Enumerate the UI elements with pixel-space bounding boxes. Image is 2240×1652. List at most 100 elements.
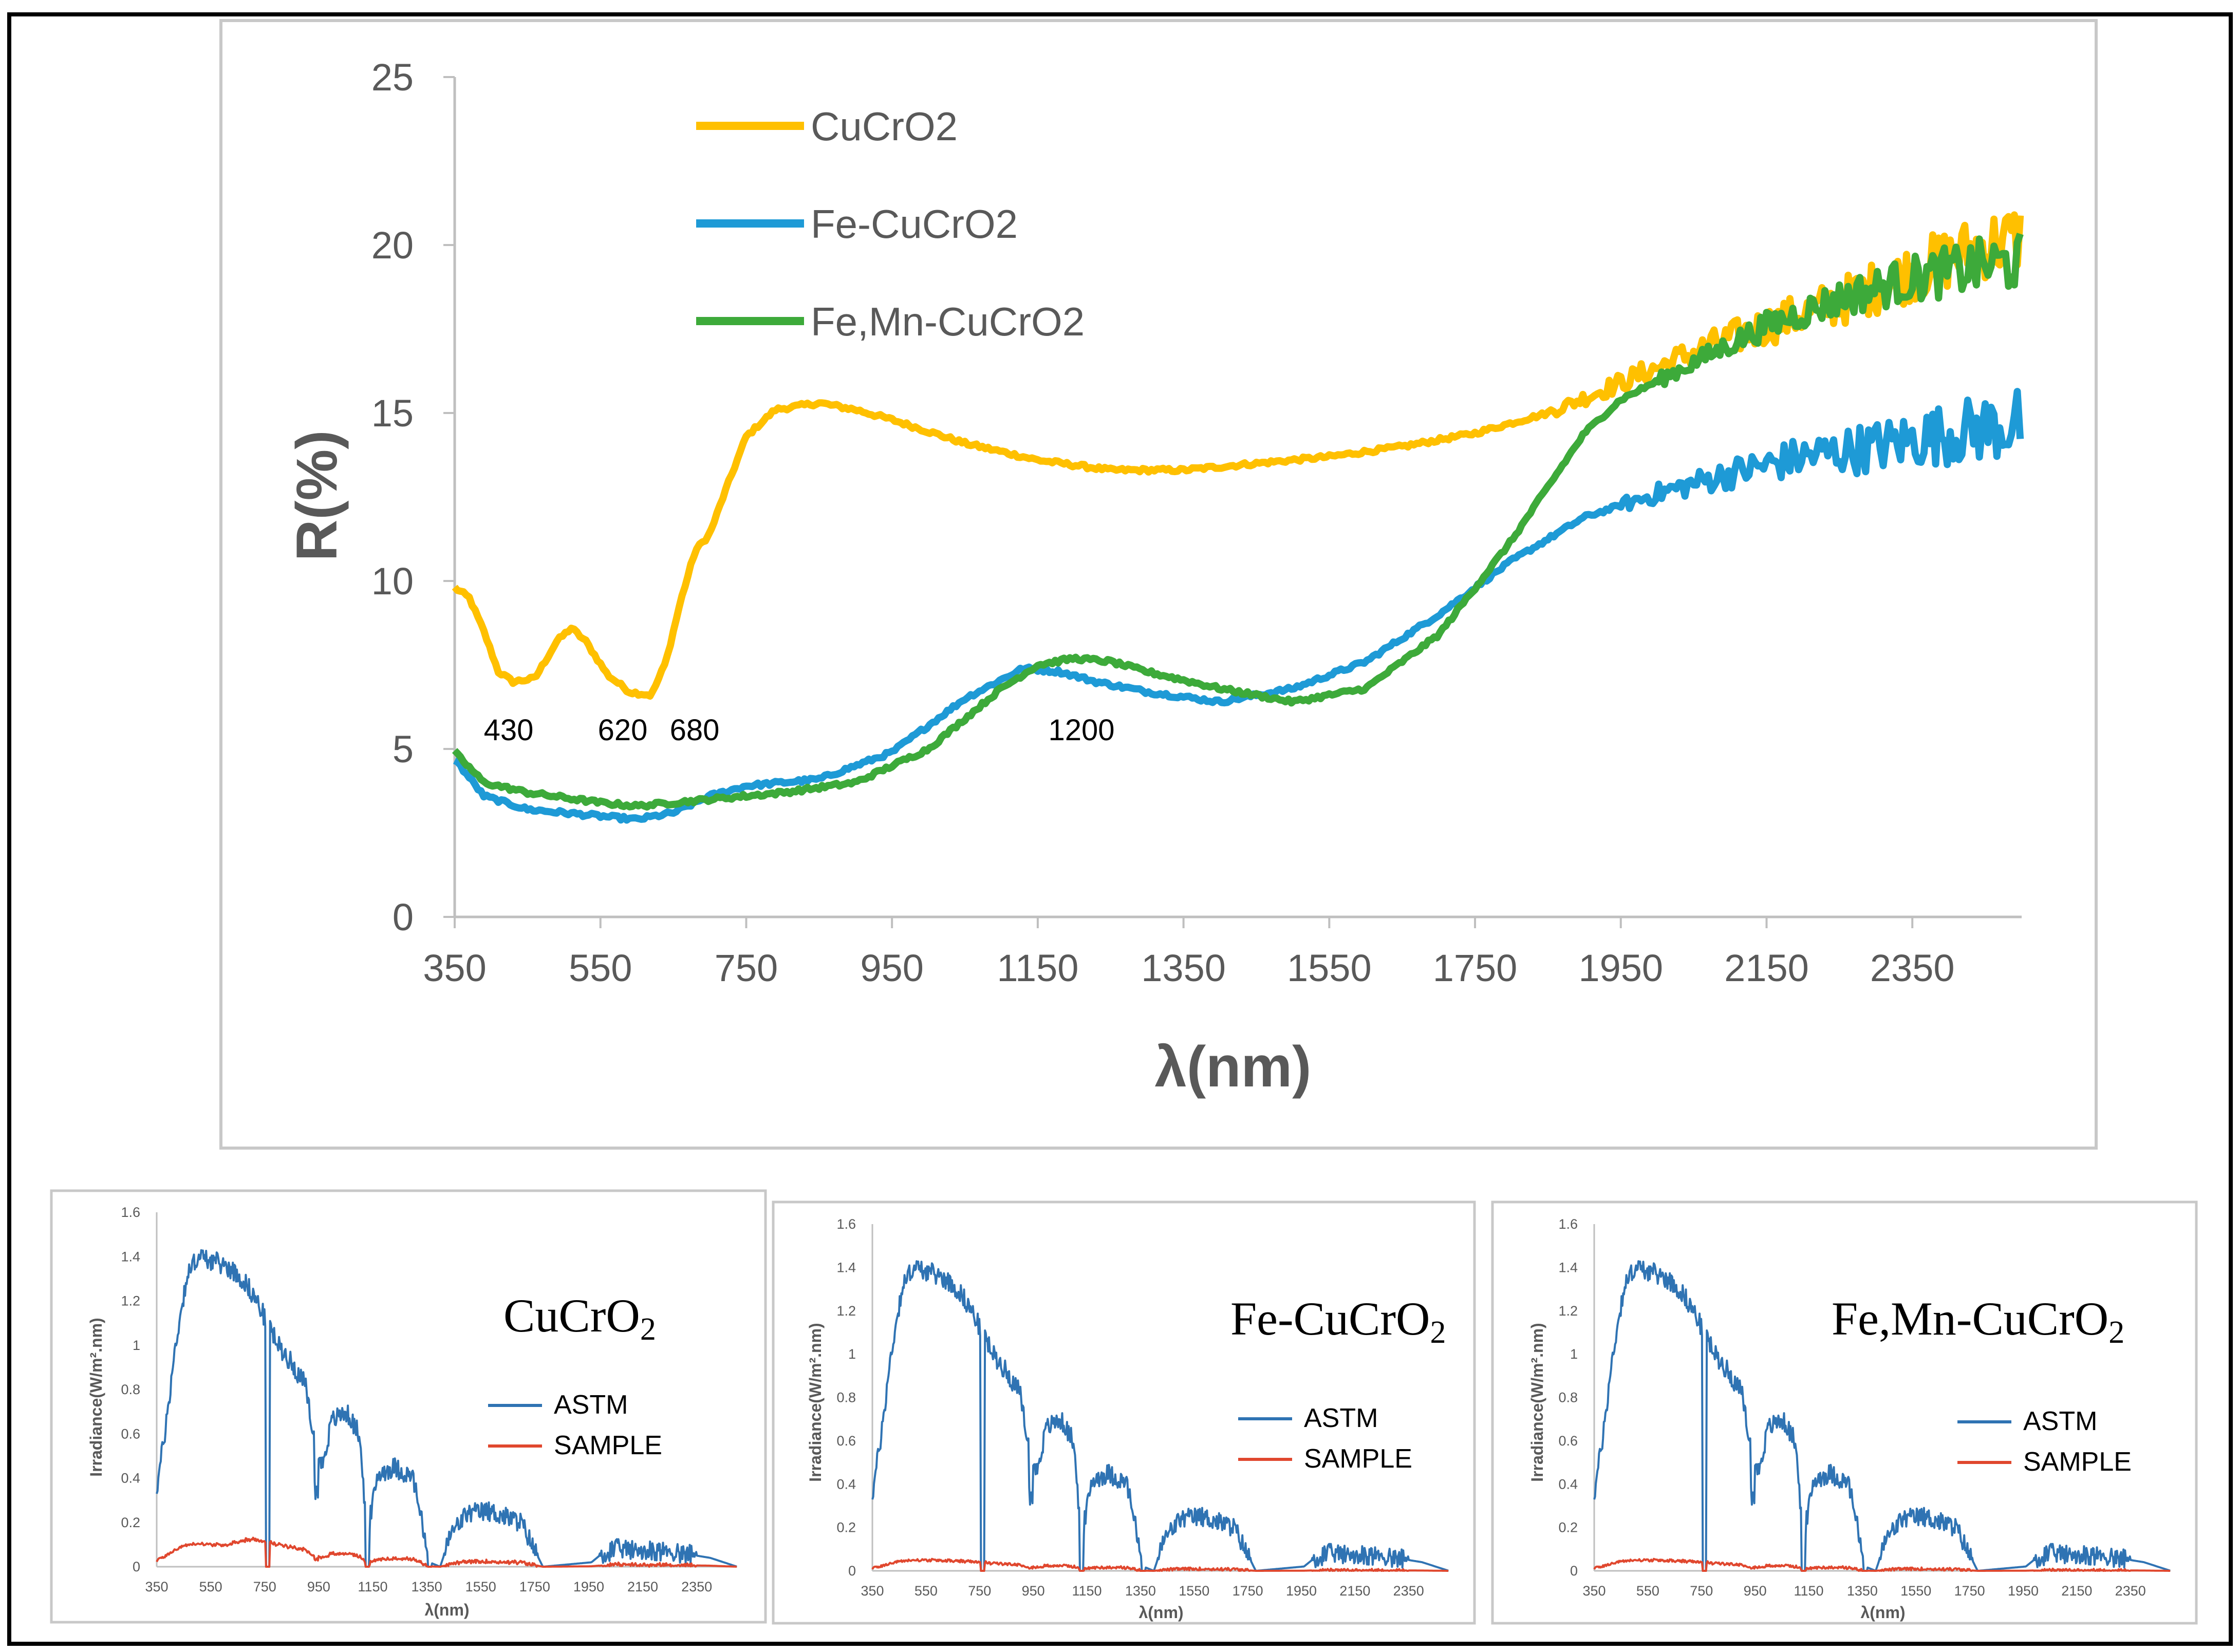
small3-y-tick-label: 1.4 (1558, 1260, 1578, 1275)
small3-legend-sample-label: SAMPLE (2023, 1447, 2132, 1477)
small3-x-tick-label: 550 (1636, 1583, 1659, 1599)
small2-x-axis-title: λ(nm) (1138, 1603, 1183, 1622)
small2-legend: ASTM SAMPLE (1238, 1403, 1412, 1474)
small1-legend-sample-label: SAMPLE (554, 1431, 662, 1460)
small1-y-tick-label: 0.4 (121, 1471, 140, 1486)
main-x-axis-title: λ(nm) (1155, 1035, 1312, 1099)
small2-legend-sample-label: SAMPLE (1304, 1444, 1412, 1474)
small1-legend: ASTM SAMPLE (488, 1390, 662, 1460)
small1-x-tick-label: 1950 (573, 1579, 604, 1594)
small3-y-tick-label: 0 (1570, 1563, 1578, 1579)
small3-sample-line (1593, 1557, 2171, 1572)
small2-x-tick-label: 1150 (1072, 1583, 1102, 1599)
small3-x-tick-label: 2150 (2061, 1583, 2092, 1599)
small2-y-tick-label: 0.4 (836, 1476, 856, 1492)
main-annotations: 430 620 680 1200 (484, 714, 1115, 747)
main-x-tick-label: 1150 (997, 947, 1078, 989)
small2-astm-line (871, 1260, 1449, 1572)
small2-y-tick-label: 0.2 (836, 1520, 856, 1535)
main-y-axis-title: R(%) (285, 430, 349, 561)
small1-x-tick-label: 1550 (465, 1579, 496, 1594)
main-x-tick-label: 1950 (1578, 947, 1663, 989)
small1-x-axis-title: λ(nm) (424, 1601, 469, 1619)
main-x-tick-label: 2350 (1870, 947, 1955, 989)
small1-y-tick-label: 0.8 (121, 1382, 140, 1397)
main-x-tick-label: 1550 (1287, 947, 1372, 989)
small1-y-tick-label: 0.6 (121, 1426, 140, 1441)
main-legend-label-0: CuCrO2 (811, 104, 958, 149)
small3-y-tick-label: 1.6 (1558, 1216, 1578, 1232)
small3-x-tick-label: 1150 (1794, 1583, 1823, 1599)
main-y-tick-label: 10 (371, 560, 414, 603)
small2-x-tick-label: 350 (861, 1583, 884, 1599)
small3-legend: ASTM SAMPLE (1957, 1406, 2132, 1477)
cucro2-irradiance-chart: 350 550 750 950 1150 1350 1550 1750 1950 2150 2350… (87, 1205, 737, 1619)
main-reflectance-chart: 350 550 750 950 1150 1350 1550 1750 1950 2150 2350… (285, 56, 2024, 1099)
small1-x-tick-label: 1750 (519, 1579, 550, 1594)
main-annotation-680: 680 (670, 714, 720, 747)
small3-x-tick-label: 2350 (2115, 1583, 2146, 1599)
small2-y-tick-label: 1.4 (836, 1260, 856, 1275)
main-annotation-1200: 1200 (1048, 714, 1114, 747)
small3-legend-astm-label: ASTM (2023, 1406, 2097, 1436)
main-legend-label-2: Fe,Mn-CuCrO2 (811, 299, 1085, 344)
small3-x-tick-label: 1750 (1954, 1583, 1985, 1599)
small2-title: Fe-CuCrO2 (1230, 1292, 1446, 1350)
small2-y-tick-label: 0.8 (836, 1390, 856, 1405)
main-legend-label-1: Fe-CuCrO2 (811, 201, 1018, 247)
small2-y-axis-title: Irradiance(W/m².nm) (806, 1323, 825, 1481)
main-y-tick-label: 20 (371, 224, 414, 267)
small2-y-tick-label: 0 (848, 1563, 856, 1579)
small2-y-tick-label: 1 (848, 1346, 856, 1362)
small1-x-tick-label: 950 (307, 1579, 330, 1594)
small2-x-tick-label: 1550 (1179, 1583, 1209, 1599)
main-x-tick-label: 950 (860, 947, 923, 989)
small1-y-tick-label: 1.6 (121, 1205, 140, 1220)
small1-x-tick-label: 750 (253, 1579, 276, 1594)
main-x-tick-label: 350 (423, 947, 486, 989)
small1-x-tick-label: 350 (145, 1579, 168, 1594)
small1-y-tick-label: 0.2 (121, 1515, 140, 1530)
main-axes: 350 550 750 950 1150 1350 1550 1750 1950 2150 2350… (371, 56, 2022, 989)
small1-y-tick-label: 1.4 (121, 1249, 140, 1264)
main-series-group (452, 211, 2024, 824)
small1-x-tick-label: 2350 (681, 1579, 712, 1594)
main-x-tick-label: 750 (715, 947, 778, 989)
small2-series-group (871, 1260, 1449, 1572)
small1-axes: 350 550 750 950 1150 1350 1550 1750 1950 2150 2350… (121, 1205, 737, 1594)
small2-legend-astm-label: ASTM (1304, 1403, 1378, 1433)
main-annotation-620: 620 (598, 714, 648, 747)
small1-x-tick-label: 1350 (412, 1579, 442, 1594)
small2-sample-line (871, 1557, 1449, 1572)
main-panel-frame (219, 19, 2098, 1150)
small1-x-tick-label: 2150 (627, 1579, 658, 1594)
small1-y-tick-label: 1 (133, 1338, 140, 1353)
small3-x-tick-label: 1350 (1847, 1583, 1878, 1599)
small3-series-group (1593, 1260, 2171, 1572)
small1-y-tick-label: 1.2 (121, 1293, 140, 1309)
main-x-tick-label: 1350 (1141, 947, 1226, 989)
small3-x-tick-label: 1550 (1900, 1583, 1931, 1599)
small3-x-axis-title: λ(nm) (1860, 1603, 1905, 1622)
main-y-tick-label: 25 (371, 56, 414, 99)
small2-axes: 350 550 750 950 1150 1350 1550 1750 1950 2150 2350… (836, 1216, 1449, 1599)
small2-y-tick-label: 1.6 (836, 1216, 856, 1232)
main-x-tick-label: 2150 (1724, 947, 1809, 989)
small1-y-axis-title: Irradiance(W/m².nm) (87, 1318, 105, 1476)
main-y-tick-label: 15 (371, 392, 414, 435)
small3-y-tick-label: 0.4 (1558, 1476, 1578, 1492)
small3-y-tick-label: 1 (1570, 1346, 1578, 1362)
small2-x-tick-label: 1750 (1233, 1583, 1263, 1599)
main-annotation-430: 430 (484, 714, 534, 747)
small3-y-tick-label: 0.8 (1558, 1390, 1578, 1405)
small3-astm-line (1593, 1260, 2171, 1572)
small2-x-tick-label: 2150 (1339, 1583, 1370, 1599)
small1-series-group (156, 1249, 737, 1568)
main-y-tick-label: 5 (393, 728, 414, 771)
small3-x-tick-label: 1950 (2008, 1583, 2039, 1599)
small1-legend-astm-label: ASTM (554, 1390, 628, 1420)
small2-x-tick-label: 2350 (1393, 1583, 1424, 1599)
small3-y-tick-label: 0.2 (1558, 1520, 1578, 1535)
main-y-tick-label: 0 (393, 896, 414, 938)
small3-title: Fe,Mn-CuCrO2 (1832, 1292, 2124, 1350)
